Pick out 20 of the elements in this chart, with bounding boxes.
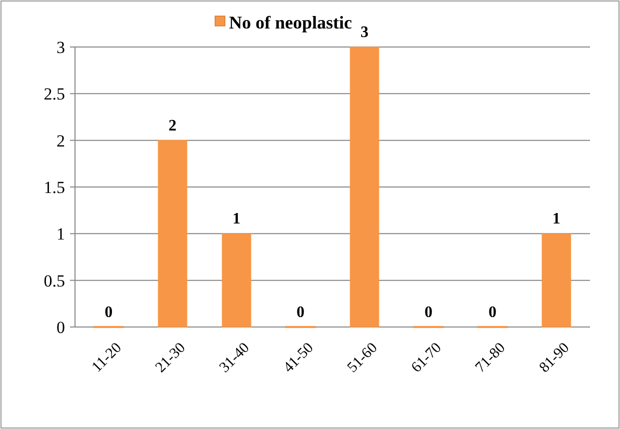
data-label: 0 — [488, 304, 496, 321]
bar — [350, 46, 380, 328]
legend-label: No of neoplastic — [229, 12, 352, 32]
y-tick-label: 1 — [56, 224, 65, 244]
data-label: 3 — [360, 24, 368, 41]
y-tick-label: 3 — [56, 38, 65, 57]
data-label: 1 — [232, 210, 241, 228]
y-tick-label: 2.5 — [44, 84, 65, 104]
bar — [542, 233, 572, 328]
bar — [158, 140, 188, 328]
data-label: 0 — [296, 304, 305, 321]
y-tick-label: 0 — [56, 318, 65, 337]
data-label: 2 — [168, 117, 177, 134]
y-tick-label: 2 — [56, 131, 65, 150]
data-label: 1 — [552, 210, 560, 228]
y-tick-label: 0.5 — [44, 271, 65, 290]
y-tick-label: 1.5 — [44, 178, 65, 197]
data-label: 0 — [424, 304, 432, 321]
data-label: 0 — [104, 304, 113, 321]
bar — [222, 233, 252, 328]
